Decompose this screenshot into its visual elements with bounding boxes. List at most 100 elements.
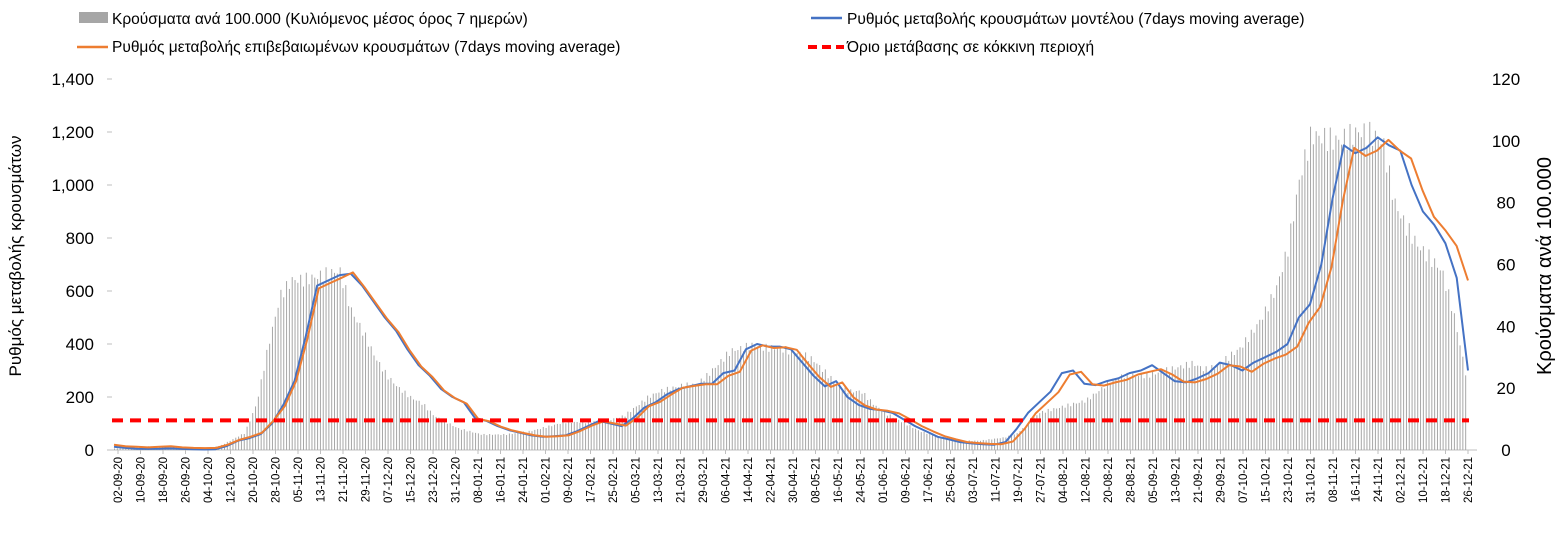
case-bar [1016, 433, 1018, 450]
case-bar [720, 359, 722, 450]
case-bar [1352, 144, 1354, 451]
case-bar [737, 350, 739, 450]
case-bar [500, 434, 502, 450]
case-bar [954, 440, 956, 450]
case-bar [266, 349, 268, 450]
case-bar [494, 434, 496, 450]
x-tick-label: 11-07-21 [991, 457, 1003, 502]
case-bar [593, 421, 595, 450]
case-bar [1420, 250, 1422, 450]
case-bar [641, 400, 643, 450]
case-bar [878, 407, 880, 450]
case-bar [957, 440, 959, 450]
case-bar [666, 386, 668, 450]
x-tick-label: 13-09-21 [1171, 457, 1183, 503]
legend-label-cases: Κρούσματα ανά 100.000 (Κυλιόμενος μέσος … [112, 11, 528, 28]
case-bar [506, 435, 508, 450]
case-bar [1075, 403, 1077, 450]
case-bar [1231, 351, 1233, 450]
case-bar [1307, 160, 1309, 450]
case-bar [607, 418, 609, 450]
case-bar [1205, 366, 1207, 450]
case-bar [1403, 215, 1405, 450]
case-bar [906, 425, 908, 450]
case-bar [283, 297, 285, 450]
case-bar [664, 392, 666, 450]
case-bar [1143, 378, 1145, 450]
case-bar [1408, 223, 1410, 450]
x-tick-label: 10-12-21 [1418, 457, 1430, 503]
case-bar [503, 433, 505, 450]
case-bar [410, 395, 412, 450]
case-bar [458, 428, 460, 450]
y-left-tick-label: 800 [66, 229, 94, 248]
x-tick-label: 28-10-20 [271, 457, 283, 503]
x-tick-label: 23-12-20 [428, 457, 440, 503]
x-tick-label: 07-10-21 [1238, 457, 1250, 503]
case-bar [1431, 266, 1433, 450]
case-bar [1067, 403, 1069, 450]
case-bar [1149, 377, 1151, 450]
case-bar [1036, 415, 1038, 450]
case-bar [1304, 149, 1306, 450]
case-bar [923, 431, 925, 450]
case-bar [881, 411, 883, 450]
x-tick-label: 21-09-21 [1193, 457, 1205, 503]
case-bar [731, 348, 733, 450]
case-bar [1383, 138, 1385, 450]
x-tick-label: 26-09-20 [181, 457, 193, 503]
case-bar [1298, 179, 1300, 451]
case-bar [350, 307, 352, 450]
case-bar [291, 277, 293, 450]
case-bar [1140, 374, 1142, 450]
x-tick-label: 12-10-20 [226, 457, 238, 503]
legend-label-threshold: Όριο μετάβασης σε κόκκινη περιοχή [846, 39, 1094, 56]
case-bar [1073, 402, 1075, 450]
case-bar [1366, 145, 1368, 450]
case-bar [1168, 372, 1170, 450]
case-bar [647, 395, 649, 450]
case-bar [373, 355, 375, 450]
case-bar [1284, 251, 1286, 450]
case-bar [1056, 408, 1058, 450]
x-tick-label: 05-03-21 [631, 457, 643, 503]
x-tick-label: 22-04-21 [766, 457, 778, 503]
case-bar [1425, 261, 1427, 450]
x-tick-label: 16-05-21 [833, 457, 845, 503]
case-bar [590, 422, 592, 450]
case-bar [455, 427, 457, 450]
case-bar [240, 434, 242, 450]
case-bar [551, 426, 553, 450]
case-bar [1030, 421, 1032, 450]
case-bar [1109, 384, 1111, 450]
case-bar [793, 353, 795, 450]
case-bar [1053, 408, 1055, 450]
case-bar [633, 407, 635, 450]
case-bar [1414, 235, 1416, 450]
case-bar [1121, 374, 1123, 450]
case-bar [788, 354, 790, 450]
case-bar [565, 423, 567, 450]
case-bar [294, 280, 296, 450]
case-bar [523, 431, 525, 450]
case-bar [1211, 365, 1213, 450]
case-bar [776, 348, 778, 450]
legend-label-model: Ρυθμός μεταβολής κρουσμάτων μοντέλου (7d… [847, 11, 1305, 28]
y-left-tick-label: 0 [85, 441, 94, 460]
case-bar [1160, 370, 1162, 450]
x-tick-label: 09-06-21 [901, 457, 913, 503]
case-bar [771, 345, 773, 450]
case-bar [393, 383, 395, 450]
case-bar [463, 429, 465, 450]
case-bar [951, 440, 953, 450]
case-bar [1180, 365, 1182, 450]
case-bar [1050, 411, 1052, 450]
y-left-tick-label: 200 [66, 388, 94, 407]
case-bar [762, 350, 764, 450]
case-bar [697, 383, 699, 450]
case-bar [384, 369, 386, 450]
case-bar [1025, 427, 1027, 450]
x-tick-label: 08-11-21 [1328, 457, 1340, 502]
case-bar [274, 316, 276, 450]
case-bar [810, 356, 812, 450]
